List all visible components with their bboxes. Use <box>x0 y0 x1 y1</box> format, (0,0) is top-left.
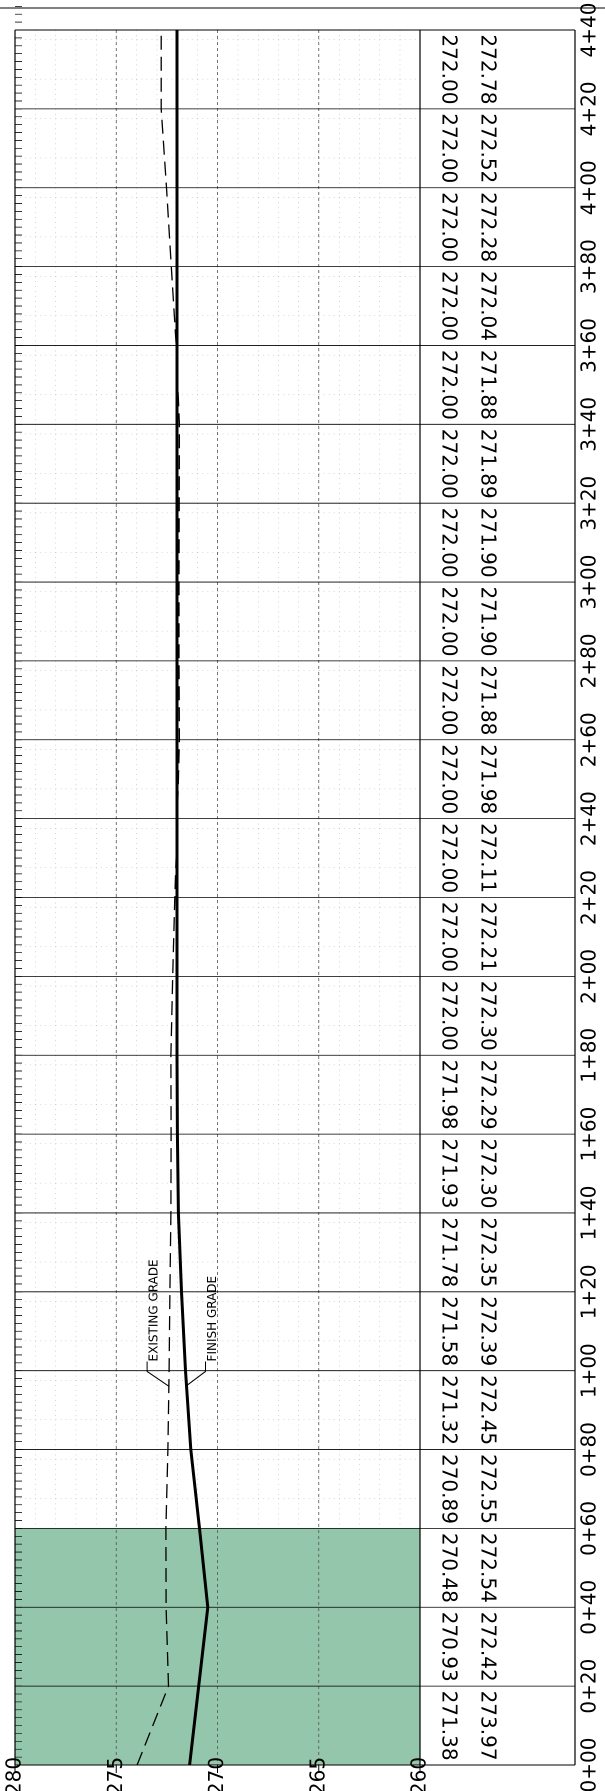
table-value: 272.00 <box>438 744 462 814</box>
station-label: 0+40 <box>577 1580 601 1635</box>
grade-line <box>136 30 181 1766</box>
table-value: 272.28 <box>477 192 501 262</box>
table-value: 271.90 <box>477 586 501 656</box>
leader <box>146 1361 170 1387</box>
table-value: 272.00 <box>438 429 462 499</box>
station-label: 2+40 <box>577 791 601 846</box>
station-label: 0+20 <box>577 1659 601 1714</box>
table-value: 272.00 <box>438 350 462 420</box>
table-value: 272.42 <box>477 1612 501 1682</box>
table-value: 272.21 <box>477 902 501 972</box>
station-label: 2+00 <box>577 949 601 1004</box>
table-value: 272.35 <box>477 1217 501 1287</box>
station-label: 3+80 <box>577 239 601 294</box>
station-label: 4+40 <box>577 3 601 58</box>
station-label: 3+20 <box>577 476 601 531</box>
station-label: 0+60 <box>577 1501 601 1556</box>
station-label: 1+60 <box>577 1107 601 1162</box>
station-label: 2+80 <box>577 633 601 688</box>
table-value: 271.98 <box>477 744 501 814</box>
table-value: 271.93 <box>438 1139 462 1209</box>
table-value: 271.98 <box>438 1060 462 1130</box>
annotation: FINISH GRADE <box>205 1276 219 1362</box>
station-label: 1+80 <box>577 1028 601 1083</box>
table-value: 271.38 <box>438 1691 462 1761</box>
station-label: 1+20 <box>577 1264 601 1319</box>
table-value: 272.00 <box>438 981 462 1051</box>
table-value: 272.78 <box>477 34 501 104</box>
table-value: 270.93 <box>438 1612 462 1682</box>
station-label: 3+40 <box>577 397 601 452</box>
annotation: EXISTING GRADE <box>147 1259 161 1361</box>
station-label: 3+00 <box>577 555 601 610</box>
y-tick-label: 275 <box>103 1757 127 1791</box>
table-value: 272.55 <box>477 1454 501 1524</box>
station-label: 0+00 <box>577 1738 601 1791</box>
station-label: 2+20 <box>577 870 601 925</box>
table-value: 271.78 <box>438 1217 462 1287</box>
table-value: 272.30 <box>477 1139 501 1209</box>
table-value: 270.48 <box>438 1533 462 1603</box>
station-label: 3+60 <box>577 318 601 373</box>
table-value: 272.45 <box>477 1375 501 1445</box>
table-value: 272.54 <box>477 1533 501 1603</box>
station-label: 0+80 <box>577 1422 601 1477</box>
station-label: 1+40 <box>577 1185 601 1240</box>
table-value: 272.00 <box>438 113 462 183</box>
grade-line <box>175 30 210 1766</box>
table-value: 270.89 <box>438 1454 462 1524</box>
table-value: 272.52 <box>477 113 501 183</box>
table-value: 272.00 <box>438 34 462 104</box>
table-value: 272.00 <box>438 271 462 341</box>
table-value: 272.39 <box>477 1296 501 1366</box>
table-value: 271.58 <box>438 1296 462 1366</box>
station-label: 4+20 <box>577 81 601 136</box>
station-label: 1+00 <box>577 1343 601 1398</box>
table-value: 272.11 <box>477 823 501 893</box>
table-value: 272.00 <box>438 823 462 893</box>
table-value: 271.88 <box>477 665 501 735</box>
table-value: 271.90 <box>477 508 501 578</box>
table-value: 272.29 <box>477 1060 501 1130</box>
table-value: 273.97 <box>477 1691 501 1761</box>
y-tick-label: 280 <box>2 1757 26 1791</box>
station-label: 2+60 <box>577 712 601 767</box>
table-value: 272.00 <box>438 665 462 735</box>
station-label: 4+00 <box>577 160 601 215</box>
table-value: 271.88 <box>477 350 501 420</box>
table-value: 271.89 <box>477 429 501 499</box>
y-tick-label: 265 <box>305 1757 329 1791</box>
table-value: 272.00 <box>438 586 462 656</box>
y-tick-label: 260 <box>407 1757 431 1791</box>
table-value: 272.00 <box>438 508 462 578</box>
y-tick-label: 270 <box>204 1757 228 1791</box>
table-value: 272.30 <box>477 981 501 1051</box>
leader <box>185 1361 207 1387</box>
table-value: 271.32 <box>438 1375 462 1445</box>
table-value: 272.04 <box>477 271 501 341</box>
table-value: 272.00 <box>438 902 462 972</box>
table-value: 272.00 <box>438 192 462 262</box>
